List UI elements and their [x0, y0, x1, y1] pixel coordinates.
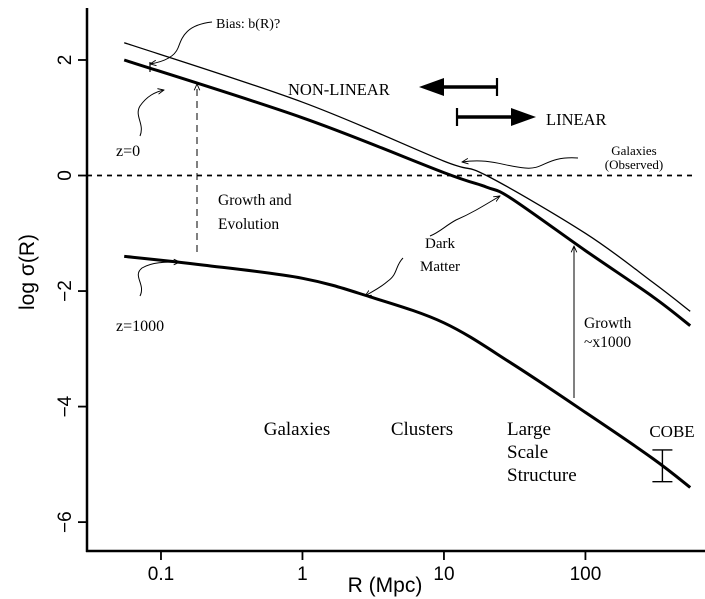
growth-label-2: ~x1000 — [584, 334, 631, 351]
galaxies-observed-leader — [462, 157, 579, 169]
bias-label: Bias: b(R)? — [216, 17, 280, 32]
y-axis-label: log σ(R) — [16, 234, 39, 310]
y-tick-label: −6 — [55, 511, 76, 533]
scale-galaxies-label: Galaxies — [264, 419, 330, 440]
nonlinear-label: NON-LINEAR — [288, 80, 390, 99]
bias-leader — [150, 21, 213, 64]
cobe-label: COBE — [649, 422, 694, 441]
x-tick-label: 100 — [570, 564, 602, 585]
x-axis-label: R (Mpc) — [348, 574, 423, 597]
scale-lss-label-3: Structure — [507, 465, 577, 486]
x-tick-label: 1 — [297, 564, 308, 585]
ticks: 0.1 1 10 100 2 0 −2 −4 −6 — [55, 55, 601, 585]
galaxies-observed-label-2: (Observed) — [605, 157, 663, 172]
growth-evolution-label-2: Evolution — [218, 216, 279, 233]
galaxies-observed-label-1: Galaxies — [611, 143, 656, 158]
nonlinear-arrow-head — [419, 78, 444, 96]
growth-label-1: Growth — [584, 315, 632, 332]
dark-matter-leader-upper — [429, 196, 500, 237]
x-tick-label: 0.1 — [148, 564, 174, 585]
scale-lss-label-1: Large — [507, 419, 551, 440]
z1000-label: z=1000 — [116, 318, 164, 335]
series-layer — [123, 42, 692, 489]
linear-arrow-head — [511, 108, 536, 126]
scale-lss-label-2: Scale — [507, 442, 548, 463]
z0-label: z=0 — [116, 143, 140, 160]
y-tick-label: 2 — [55, 55, 76, 66]
series-dark-matter-z0 — [123, 58, 692, 327]
linear-label: LINEAR — [546, 110, 607, 129]
x-tick-label: 10 — [433, 564, 454, 585]
dark-matter-label-2: Matter — [420, 259, 460, 275]
growth-evolution-label-1: Growth and — [218, 192, 292, 209]
z0-leader — [137, 90, 164, 137]
series-dark-matter-z1000 — [124, 254, 692, 489]
dark-matter-label-1: Dark — [425, 236, 455, 252]
y-tick-label: 0 — [55, 170, 76, 181]
dark-matter-leader-lower — [365, 257, 404, 296]
cobe-error-bar — [652, 449, 673, 483]
y-tick-label: −4 — [55, 395, 76, 417]
series-galaxies — [123, 42, 691, 312]
z1000-leader — [137, 262, 180, 297]
scale-clusters-label: Clusters — [391, 419, 453, 440]
y-tick-label: −2 — [55, 280, 76, 302]
